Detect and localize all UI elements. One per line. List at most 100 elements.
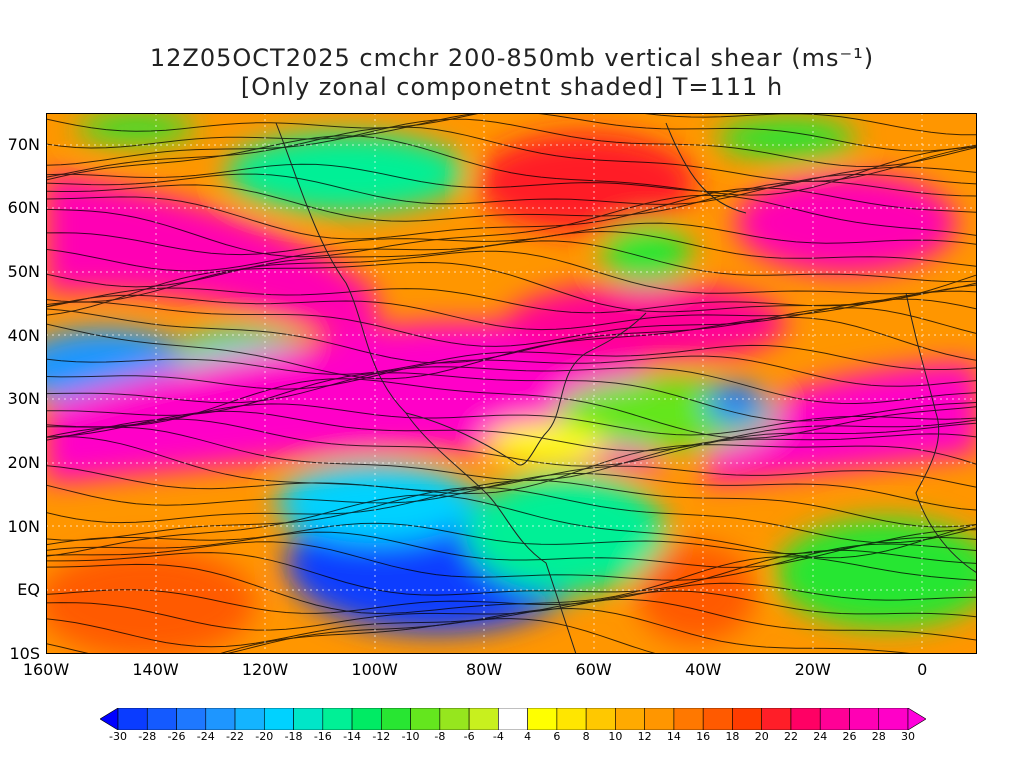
streamline — [46, 250, 977, 303]
streamline — [46, 194, 977, 258]
streamline — [46, 113, 977, 136]
colorbar-tick-label: -18 — [284, 730, 303, 743]
colorbar-swatch — [585, 708, 616, 730]
map-title-line1: 12Z05OCT2025 cmchr 200-850mb vertical sh… — [149, 44, 875, 72]
colorbar-tick-label: -16 — [313, 730, 332, 743]
lat-tick-label: 50N — [7, 262, 40, 282]
colorbar-swatch — [410, 708, 441, 730]
streamline — [46, 531, 977, 568]
colorbar-swatch — [263, 708, 294, 730]
colorbar-swatch — [205, 708, 236, 730]
colorbar-tick-label: 20 — [754, 730, 769, 743]
colorbar-swatch — [468, 708, 499, 730]
lat-tick-label: 30N — [7, 389, 40, 409]
streamline — [46, 180, 977, 222]
colorbar-swatch — [381, 708, 411, 730]
lon-tick-label: 40W — [685, 660, 722, 679]
streamline — [46, 479, 977, 528]
colorbar — [100, 708, 926, 730]
coastlines — [275, 122, 977, 654]
lon-tick-label: 80W — [466, 660, 503, 679]
colorbar-tick-label: 4 — [524, 730, 532, 743]
colorbar-swatch — [146, 708, 177, 730]
streamline — [46, 173, 977, 205]
colorbar-tick-label: -8 — [434, 730, 446, 743]
streamline — [46, 298, 977, 347]
streamline — [46, 426, 977, 481]
colorbar-tick-label: 18 — [725, 730, 740, 743]
colorbar-tick-label: 30 — [901, 730, 915, 743]
colorbar-tick-label: 28 — [871, 730, 886, 743]
streamline — [46, 316, 977, 380]
lat-tick-label: EQ — [17, 580, 40, 600]
lat-tick-label: 10N — [7, 516, 40, 536]
streamline — [46, 240, 977, 288]
colorbar-swatch — [615, 708, 645, 730]
lon-tick-label: 60W — [575, 660, 612, 679]
colorbar-swatch — [732, 708, 763, 730]
colorbar-swatch — [673, 708, 704, 730]
streamline — [46, 494, 977, 559]
colorbar-tick-label: 10 — [608, 730, 623, 743]
lon-tick-label: 120W — [241, 660, 289, 679]
colorbar-tick-label: 16 — [696, 730, 711, 743]
colorbar-tick-label: 14 — [666, 730, 681, 743]
colorbar-swatch — [907, 708, 926, 730]
colorbar-tick-label: 8 — [582, 730, 590, 743]
colorbar-swatch — [234, 708, 265, 730]
lon-tick-label: 20W — [794, 660, 831, 679]
streamline — [46, 549, 977, 596]
streamline — [46, 290, 977, 331]
streamline — [46, 436, 977, 495]
lat-tick-label: 60N — [7, 198, 40, 218]
colorbar-swatch — [498, 708, 528, 730]
colorbar-tick-label: -12 — [372, 730, 391, 743]
colorbar-swatch — [176, 708, 207, 730]
streamline — [46, 135, 977, 196]
colorbar-tick-label: -24 — [196, 730, 215, 743]
streamline — [46, 355, 977, 390]
streamline — [46, 344, 977, 375]
colorbar-swatch — [527, 708, 558, 730]
colorbar-tick-label: 6 — [553, 730, 561, 743]
colorbar-swatch — [819, 708, 850, 730]
colorbar-swatch — [117, 708, 148, 730]
streamline — [46, 541, 977, 581]
lon-tick-label: 140W — [132, 660, 179, 679]
streamline — [46, 118, 977, 168]
colorbar-tick-label: -20 — [255, 730, 274, 743]
colorbar-swatch — [322, 708, 353, 730]
gridlines — [46, 113, 977, 654]
colorbar-swatch — [878, 708, 909, 730]
colorbar-tick-label: -26 — [167, 730, 186, 743]
lon-tick-label: 0 — [917, 660, 928, 679]
streamline — [46, 556, 977, 614]
colorbar-swatch — [702, 708, 733, 730]
streamline — [46, 598, 977, 648]
colorbar-tick-label: -30 — [109, 730, 127, 743]
lat-tick-label: 10S — [9, 644, 40, 663]
streamline — [46, 284, 977, 314]
streamline — [46, 307, 977, 364]
colorbar-swatch — [761, 708, 792, 730]
lat-tick-label: 40N — [7, 325, 40, 345]
colorbar-tick-label: -28 — [138, 730, 157, 743]
colorbar-tick-label: 26 — [842, 730, 857, 743]
lon-tick-label: 100W — [351, 660, 398, 679]
colorbar-swatch — [644, 708, 675, 730]
lat-tick-label: 70N — [7, 134, 40, 154]
streamline — [46, 582, 977, 614]
colorbar-tick-label: 12 — [637, 730, 652, 743]
shear-map — [46, 113, 977, 654]
streamline — [46, 366, 977, 405]
colorbar-tick-label: -10 — [401, 730, 420, 743]
colorbar-tick-label: 24 — [813, 730, 828, 743]
streamline — [46, 486, 977, 544]
colorbar-tick-label: -22 — [226, 730, 245, 743]
colorbar-swatch — [790, 708, 821, 730]
streamline — [46, 372, 977, 422]
streamline — [46, 222, 977, 256]
colorbar-swatch — [293, 708, 324, 730]
streamlines — [46, 113, 977, 654]
colorbar-tick-label: -14 — [343, 730, 362, 743]
